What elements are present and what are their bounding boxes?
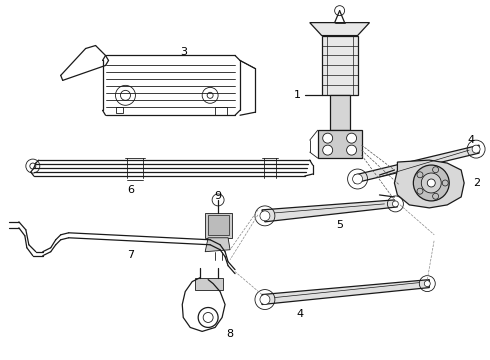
- Text: 3: 3: [180, 48, 187, 58]
- Circle shape: [353, 174, 363, 184]
- Polygon shape: [205, 238, 230, 252]
- Circle shape: [421, 173, 441, 193]
- Text: 8: 8: [226, 329, 234, 339]
- Text: 5: 5: [336, 220, 343, 230]
- Polygon shape: [262, 280, 429, 305]
- Circle shape: [414, 165, 449, 201]
- Circle shape: [323, 133, 333, 143]
- Bar: [208, 215, 229, 235]
- Polygon shape: [355, 145, 479, 183]
- Text: 4: 4: [467, 135, 475, 145]
- Bar: [215, 107, 227, 115]
- Circle shape: [260, 294, 270, 305]
- Text: 7: 7: [127, 250, 134, 260]
- Circle shape: [472, 145, 480, 153]
- Text: 9: 9: [215, 191, 221, 201]
- Bar: [195, 278, 223, 289]
- Circle shape: [392, 201, 398, 207]
- Circle shape: [346, 145, 357, 155]
- Polygon shape: [330, 95, 349, 130]
- Text: 2: 2: [473, 178, 481, 188]
- Circle shape: [207, 92, 213, 98]
- Bar: [116, 107, 123, 113]
- Circle shape: [30, 163, 36, 169]
- Circle shape: [203, 312, 213, 323]
- Circle shape: [427, 179, 435, 187]
- Polygon shape: [394, 160, 464, 208]
- Text: 1: 1: [294, 90, 301, 100]
- Circle shape: [260, 211, 270, 221]
- Circle shape: [346, 133, 357, 143]
- Circle shape: [424, 280, 430, 287]
- Polygon shape: [205, 213, 232, 238]
- Text: 6: 6: [127, 185, 134, 195]
- Polygon shape: [262, 200, 397, 222]
- Circle shape: [121, 90, 130, 100]
- Text: 4: 4: [296, 310, 303, 319]
- Circle shape: [323, 145, 333, 155]
- Polygon shape: [318, 130, 362, 158]
- Polygon shape: [310, 23, 369, 36]
- Polygon shape: [322, 36, 358, 95]
